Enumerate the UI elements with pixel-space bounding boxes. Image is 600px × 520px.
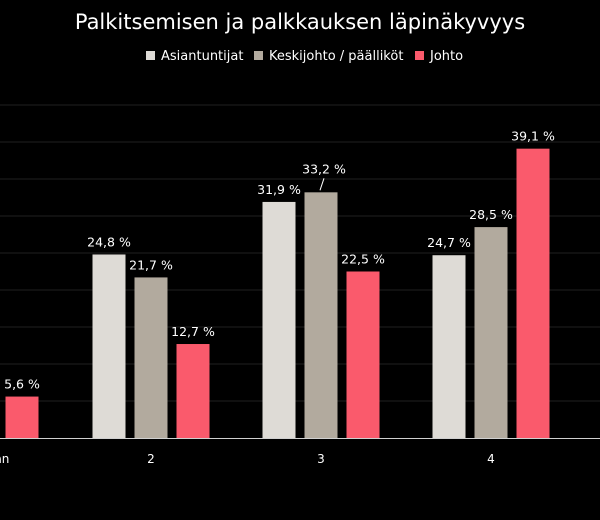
- label-leader-line: [319, 178, 325, 191]
- x-tick-label: ...ainkaan: [0, 452, 9, 466]
- data-label: 24,8 %: [87, 234, 131, 249]
- x-tick-label: 4: [487, 452, 495, 466]
- data-label: 21,7 %: [129, 257, 173, 272]
- legend-swatch: [415, 51, 424, 60]
- bar: [474, 227, 508, 438]
- x-axis: ...ainkaan 2 3 4: [0, 438, 600, 466]
- bar: [346, 271, 380, 438]
- data-label: 31,9 %: [257, 182, 301, 197]
- data-labels: 5,6 % 24,8 % 21,7 % 12,7 % 31,9 %33,2 % 22,5 …: [4, 129, 555, 392]
- data-label: 33,2 %: [302, 161, 346, 176]
- data-label: 39,1 %: [511, 129, 555, 144]
- x-tick-label: 3: [317, 452, 325, 466]
- chart-legend: Asiantuntijat Keskijohto / päälliköt Johto: [146, 49, 463, 64]
- bar: [92, 254, 126, 438]
- bar: [134, 277, 168, 438]
- x-tick-label: 2: [147, 452, 155, 466]
- data-label: 28,5 %: [469, 207, 513, 222]
- bar-series: [5, 148, 550, 438]
- bar: [262, 201, 296, 438]
- gridlines: [0, 104, 600, 402]
- bar: [304, 192, 338, 438]
- chart-title: Palkitsemisen ja palkkauksen läpinäkyvyy…: [75, 10, 525, 34]
- legend-swatch: [254, 51, 263, 60]
- bar: [432, 255, 466, 438]
- data-label: 24,7 %: [427, 235, 471, 250]
- bar: [516, 148, 550, 438]
- data-label: 5,6 %: [4, 377, 40, 392]
- data-label: 22,5 %: [341, 252, 385, 267]
- legend-label: Asiantuntijat: [161, 49, 243, 64]
- bar: [176, 344, 210, 438]
- bar: [5, 396, 39, 438]
- data-label: 12,7 %: [171, 324, 215, 339]
- legend-label: Keskijohto / päälliköt: [269, 49, 403, 64]
- legend-label: Johto: [429, 49, 463, 64]
- legend-swatch: [146, 51, 155, 60]
